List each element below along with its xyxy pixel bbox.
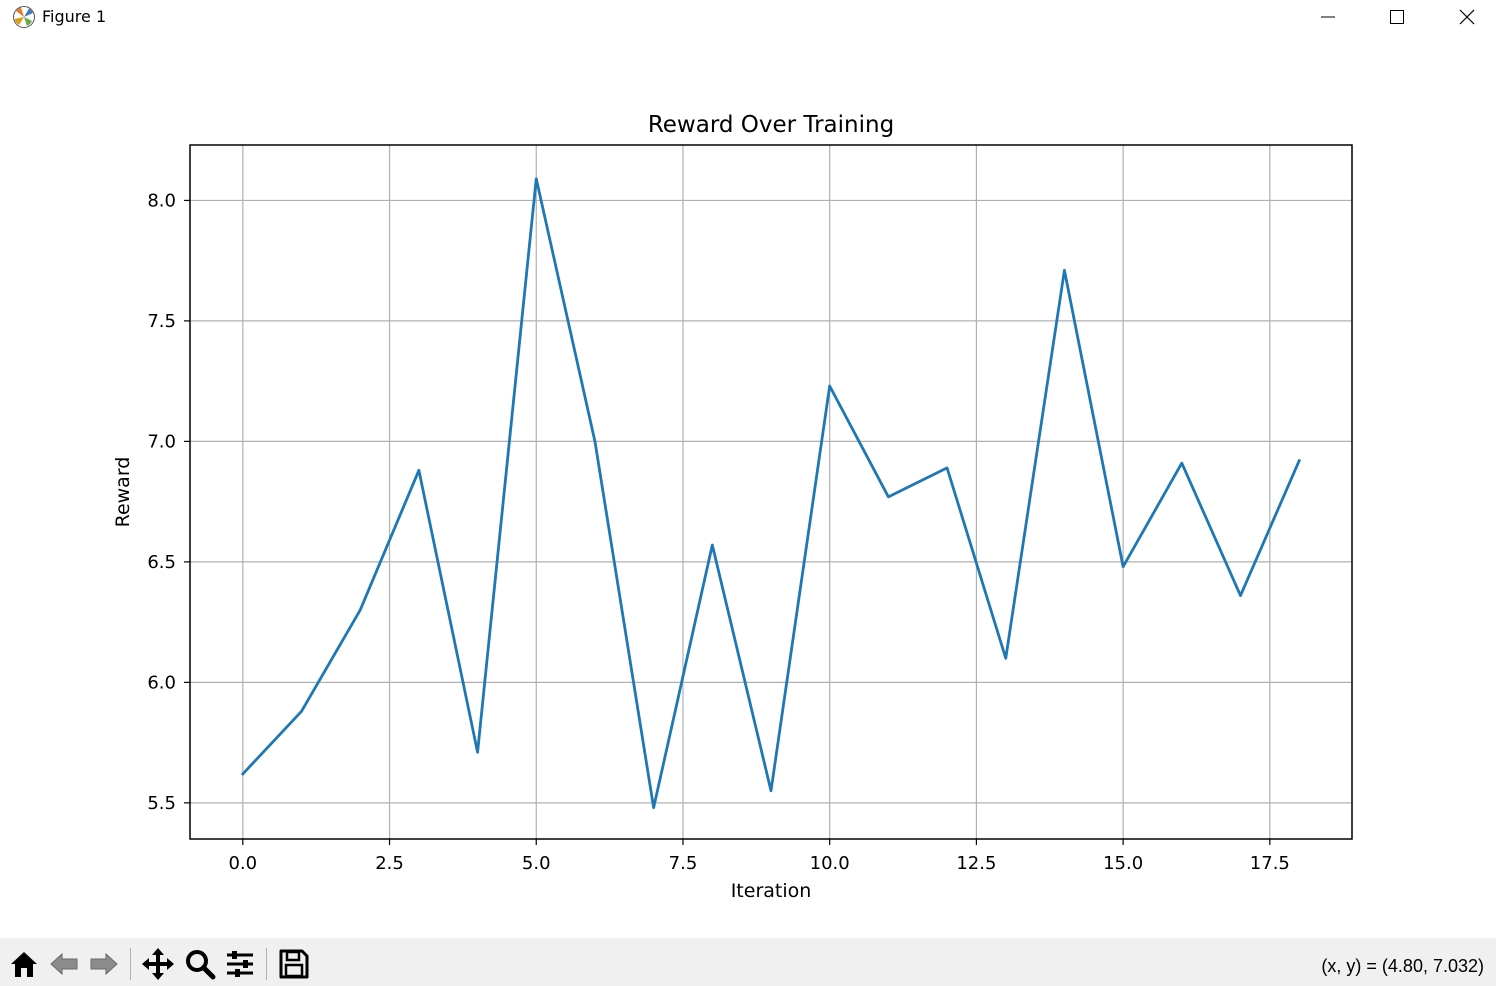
minimize-button[interactable]: [1293, 0, 1363, 34]
close-icon: [1459, 9, 1475, 25]
maximize-icon: [1390, 10, 1404, 24]
y-tick-label: 7.5: [147, 311, 176, 332]
zoom-button[interactable]: [182, 946, 218, 982]
x-tick-label: 12.5: [956, 853, 996, 874]
configure-subplots-button[interactable]: [222, 946, 258, 982]
minimize-icon: [1321, 16, 1335, 18]
x-tick-label: 7.5: [669, 853, 698, 874]
close-button[interactable]: [1432, 0, 1496, 34]
maximize-button[interactable]: [1362, 0, 1432, 34]
home-button[interactable]: [6, 946, 42, 982]
y-tick-label: 6.5: [147, 552, 176, 573]
y-tick-label: 7.0: [147, 431, 176, 452]
y-axis-label: Reward: [112, 457, 134, 528]
figure-canvas[interactable]: 0.0 2.5 5.0 7.5 10.0 12.5 15.0 17.5 5.5 6.0 6.5 7.0…: [0, 34, 1496, 938]
x-tick-label: 10.0: [810, 853, 850, 874]
configure-subplots-icon: [227, 951, 253, 977]
chart-title: Reward Over Training: [648, 112, 894, 138]
reward-line-series: [240, 177, 1302, 810]
y-tick-label: 5.5: [147, 793, 176, 814]
toolbar-separator: [130, 948, 131, 980]
navigation-toolbar: (x, y) = (4.80, 7.032): [0, 938, 1496, 986]
toolbar-separator: [266, 948, 267, 980]
y-tick-label: 6.0: [147, 672, 176, 693]
pan-button[interactable]: [140, 946, 176, 982]
axes-frame: [189, 144, 1353, 840]
x-tick-label: 2.5: [375, 853, 404, 874]
x-tick-label: 15.0: [1103, 853, 1143, 874]
home-icon: [11, 952, 37, 977]
x-axis-label: Iteration: [731, 880, 812, 902]
line-chart[interactable]: 0.0 2.5 5.0 7.5 10.0 12.5 15.0 17.5 5.5 6.0 6.5 7.0…: [0, 34, 1496, 938]
y-tick-label: 8.0: [147, 190, 176, 211]
x-tick-label: 0.0: [228, 853, 257, 874]
pan-icon: [142, 948, 174, 980]
save-icon: [279, 949, 309, 979]
save-button[interactable]: [276, 946, 312, 982]
forward-button[interactable]: [86, 946, 122, 982]
zoom-icon: [186, 950, 216, 980]
cursor-coordinates: (x, y) = (4.80, 7.032): [1321, 956, 1484, 976]
matplotlib-logo-icon: [13, 6, 35, 28]
x-tick-label: 5.0: [522, 853, 551, 874]
window-title: Figure 1: [42, 7, 107, 26]
back-button[interactable]: [46, 946, 82, 982]
forward-icon: [90, 952, 118, 976]
title-bar: Figure 1: [0, 0, 1496, 34]
back-icon: [50, 952, 78, 976]
x-tick-label: 17.5: [1250, 853, 1290, 874]
